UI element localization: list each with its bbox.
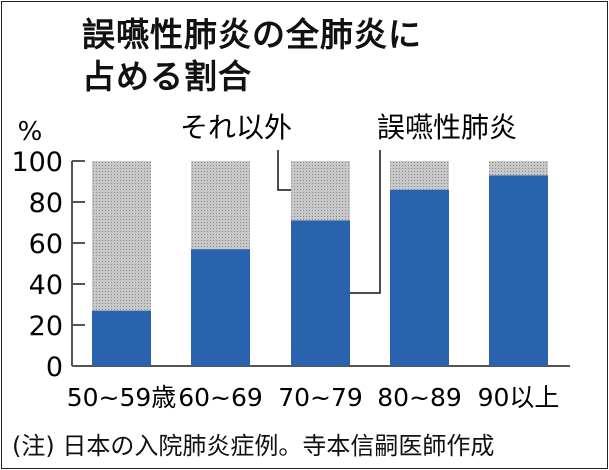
x-tick-label: 70~79 bbox=[278, 383, 363, 412]
bar-aspiration-pneumonia bbox=[291, 220, 350, 366]
chart-title-line2: 占める割合 bbox=[82, 57, 252, 96]
bar-other bbox=[92, 161, 151, 311]
x-tick-label: 90以上 bbox=[478, 383, 560, 412]
leader-line-other bbox=[277, 150, 291, 191]
bar-other bbox=[191, 161, 250, 250]
footnote: (注) 日本の入院肺炎症例。寺本信嗣医師作成 bbox=[12, 432, 495, 460]
y-tick-label: 20 bbox=[29, 311, 63, 342]
y-unit-label: % bbox=[18, 117, 43, 147]
bar-aspiration-pneumonia bbox=[191, 249, 250, 366]
x-tick-label: 60~69 bbox=[178, 383, 263, 412]
bar-other bbox=[390, 161, 449, 190]
bar-aspiration-pneumonia bbox=[92, 310, 151, 366]
chart-title-line1: 誤嚥性肺炎の全肺炎に bbox=[82, 15, 422, 54]
bar-aspiration-pneumonia bbox=[390, 189, 449, 366]
x-tick-label: 80~89 bbox=[377, 383, 462, 412]
y-tick-label: 100 bbox=[11, 147, 63, 178]
bar-other bbox=[489, 161, 548, 176]
legend-label-aspiration: 誤嚥性肺炎 bbox=[377, 111, 517, 144]
y-tick-label: 80 bbox=[29, 188, 63, 219]
legend-label-other: それ以外 bbox=[180, 111, 292, 144]
bar-other bbox=[291, 161, 350, 221]
leader-line-aspiration bbox=[350, 150, 381, 294]
y-tick-label: 60 bbox=[29, 229, 63, 260]
bar-aspiration-pneumonia bbox=[489, 175, 548, 366]
y-tick-label: 0 bbox=[46, 352, 63, 383]
x-tick-label: 50~59歳 bbox=[67, 383, 177, 412]
y-tick-label: 40 bbox=[29, 270, 63, 301]
